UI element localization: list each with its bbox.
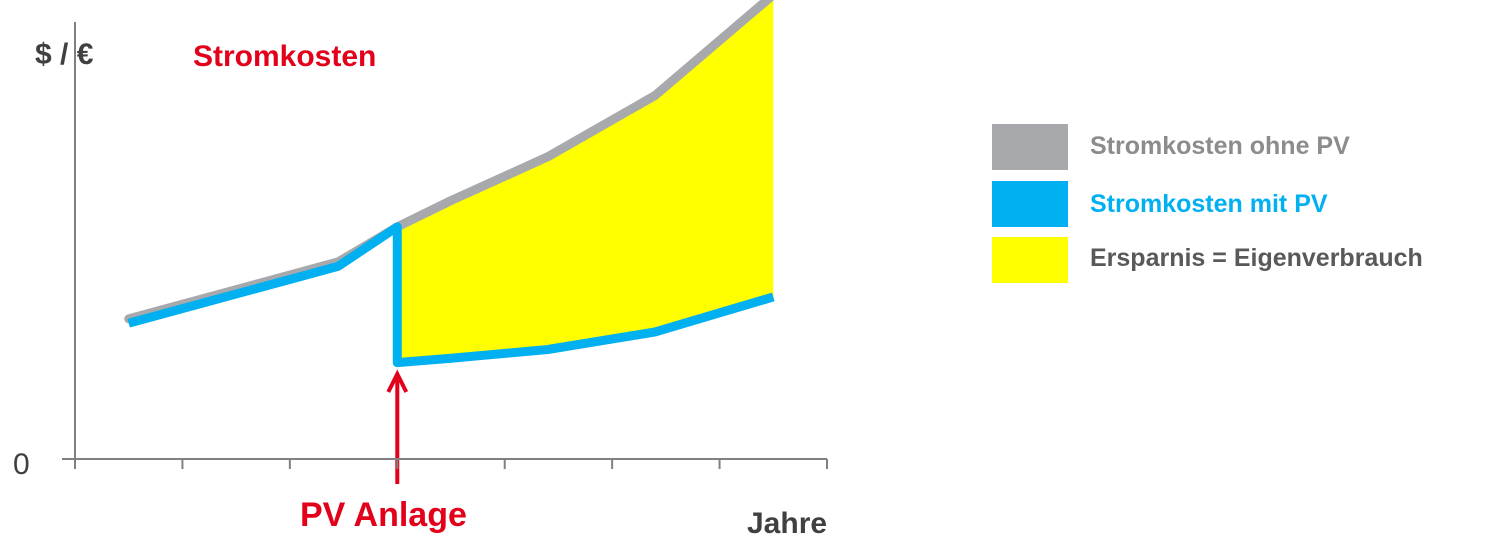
savings-area [397, 0, 774, 363]
legend-label-ohne-pv: Stromkosten ohne PV [1090, 132, 1350, 160]
pv-annotation-label: PV Anlage [300, 496, 467, 534]
y-tick-label-0: 0 [13, 448, 30, 481]
legend-swatch-yellow [992, 237, 1068, 283]
series-line-mit-pv [127, 222, 775, 368]
axes [62, 22, 828, 469]
legend-label-mit-pv: Stromkosten mit PV [1090, 190, 1328, 218]
y-axis-label: $ / € [35, 38, 94, 71]
legend-swatch-blue [992, 181, 1068, 227]
x-axis-label: Jahre [747, 507, 827, 539]
legend-item-mit-pv: Stromkosten mit PV [992, 181, 1511, 240]
pv-arrow-head [386, 369, 409, 393]
legend-item-ohne-pv: Stromkosten ohne PV [992, 124, 1511, 182]
legend: Stromkosten ohne PV Stromkosten mit PV E… [992, 124, 1511, 298]
chart-title: Stromkosten [193, 40, 376, 73]
plot-layer [124, 0, 775, 484]
legend-label-ersparnis: Ersparnis = Eigenverbrauch [1090, 244, 1423, 272]
legend-swatch-gray [992, 124, 1068, 170]
legend-item-ersparnis: Ersparnis = Eigenverbrauch [992, 237, 1511, 298]
